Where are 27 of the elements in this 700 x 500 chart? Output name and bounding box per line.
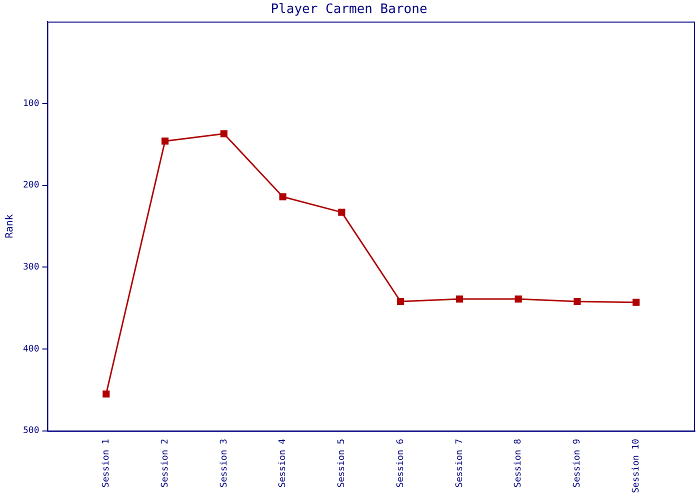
- x-tick-label: Session 10: [631, 438, 642, 494]
- x-tick-label: Session 3: [219, 438, 230, 488]
- x-tick-label: Session 1: [101, 438, 112, 488]
- y-tick-label: 100: [22, 98, 40, 109]
- x-tick-label: Session 2: [160, 438, 170, 488]
- y-tick-label: 200: [22, 180, 40, 191]
- x-tick-label: Session 4: [278, 438, 288, 488]
- y-tick-label: 500: [22, 426, 40, 436]
- x-tick-label: Session 6: [396, 438, 406, 488]
- point: [338, 208, 346, 216]
- point: [574, 298, 581, 306]
- x-tick-label: Session 8: [514, 438, 524, 488]
- y-tick-label: 300: [22, 262, 40, 272]
- point: [514, 296, 522, 303]
- chart-title: Player Carmen Barone: [270, 2, 428, 18]
- x-tick-label: Session 9: [572, 438, 583, 488]
- y-tick-label: 400: [22, 344, 40, 354]
- y-axis-title: Rank: [4, 214, 16, 238]
- point: [220, 130, 228, 138]
- point: [632, 298, 640, 306]
- point: [102, 390, 110, 398]
- point: [161, 138, 169, 145]
- x-tick-label: Session 7: [454, 438, 465, 488]
- point: [456, 296, 463, 303]
- x-tick-label: Session 5: [337, 438, 348, 488]
- point: [279, 193, 286, 200]
- point: [397, 298, 404, 306]
